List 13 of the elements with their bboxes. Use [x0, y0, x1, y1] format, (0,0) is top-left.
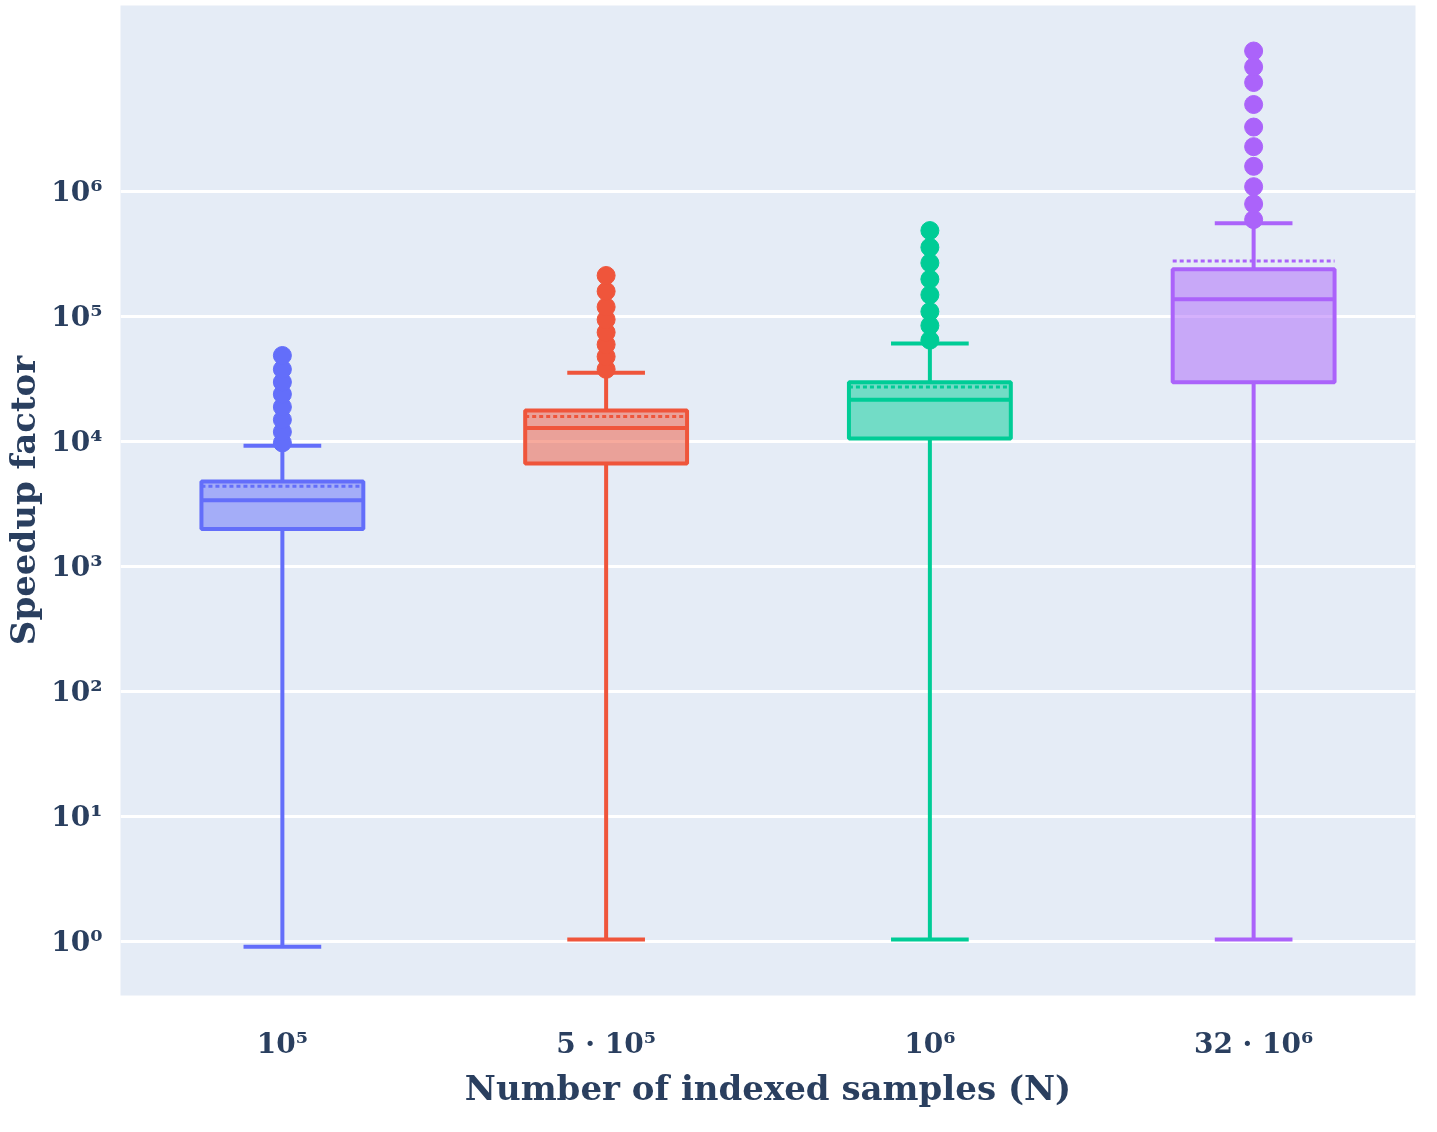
x-tick-label: 10⁶ — [904, 1026, 956, 1060]
y-tick-label: 10³ — [51, 550, 103, 584]
y-tick-label: 10⁴ — [51, 425, 103, 459]
y-tick-label: 10⁶ — [51, 175, 103, 209]
y-tick-label: 10⁵ — [51, 300, 103, 334]
y-axis-title: Speedup factor — [3, 354, 44, 646]
y-tick-label: 10⁰ — [51, 925, 103, 959]
x-tick-label: 32 · 10⁶ — [1193, 1026, 1314, 1060]
x-axis-title: Number of indexed samples (N) — [464, 1067, 1072, 1108]
y-tick-label: 10² — [51, 675, 103, 709]
y-tick-label: 10¹ — [51, 800, 103, 834]
x-tick-label: 10⁵ — [256, 1026, 308, 1060]
x-tick-label: 5 · 10⁵ — [556, 1026, 657, 1060]
